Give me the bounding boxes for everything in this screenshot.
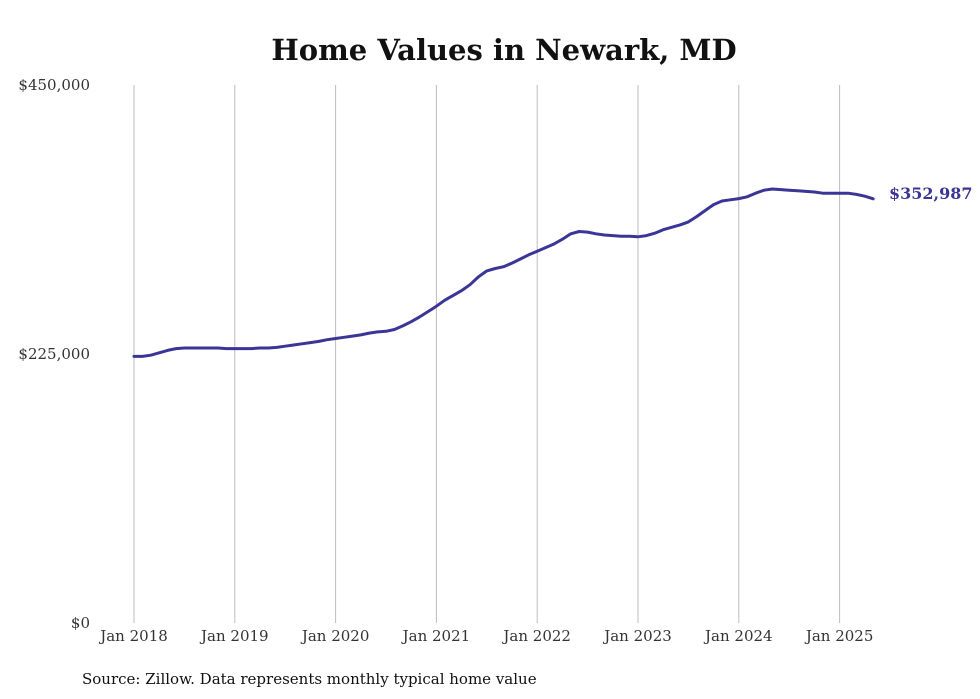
x-tick-label: Jan 2019 (199, 627, 269, 645)
x-tick-label: Jan 2021 (401, 627, 471, 645)
chart-title: Home Values in Newark, MD (271, 33, 736, 67)
x-tick-label: Jan 2023 (602, 627, 672, 645)
x-tick-label: Jan 2018 (98, 627, 168, 645)
series-layer (132, 187, 875, 358)
x-tick-label: Jan 2024 (703, 627, 773, 645)
y-tick-label: $0 (71, 614, 90, 632)
y-axis: $0 $225,000 $450,000 (18, 76, 90, 632)
series-line (132, 187, 875, 358)
x-tick-label: Jan 2020 (300, 627, 370, 645)
x-axis: Jan 2018 Jan 2019 Jan 2020 Jan 2021 Jan 2022… (98, 627, 873, 645)
x-tick-label: Jan 2025 (804, 627, 874, 645)
y-tick-label: $225,000 (18, 345, 90, 363)
end-value-label: $352,987 (889, 184, 973, 203)
x-tick-label: Jan 2022 (501, 627, 571, 645)
source-note: Source: Zillow. Data represents monthly … (82, 670, 537, 688)
gridlines (133, 85, 841, 623)
y-tick-label: $450,000 (18, 76, 90, 94)
